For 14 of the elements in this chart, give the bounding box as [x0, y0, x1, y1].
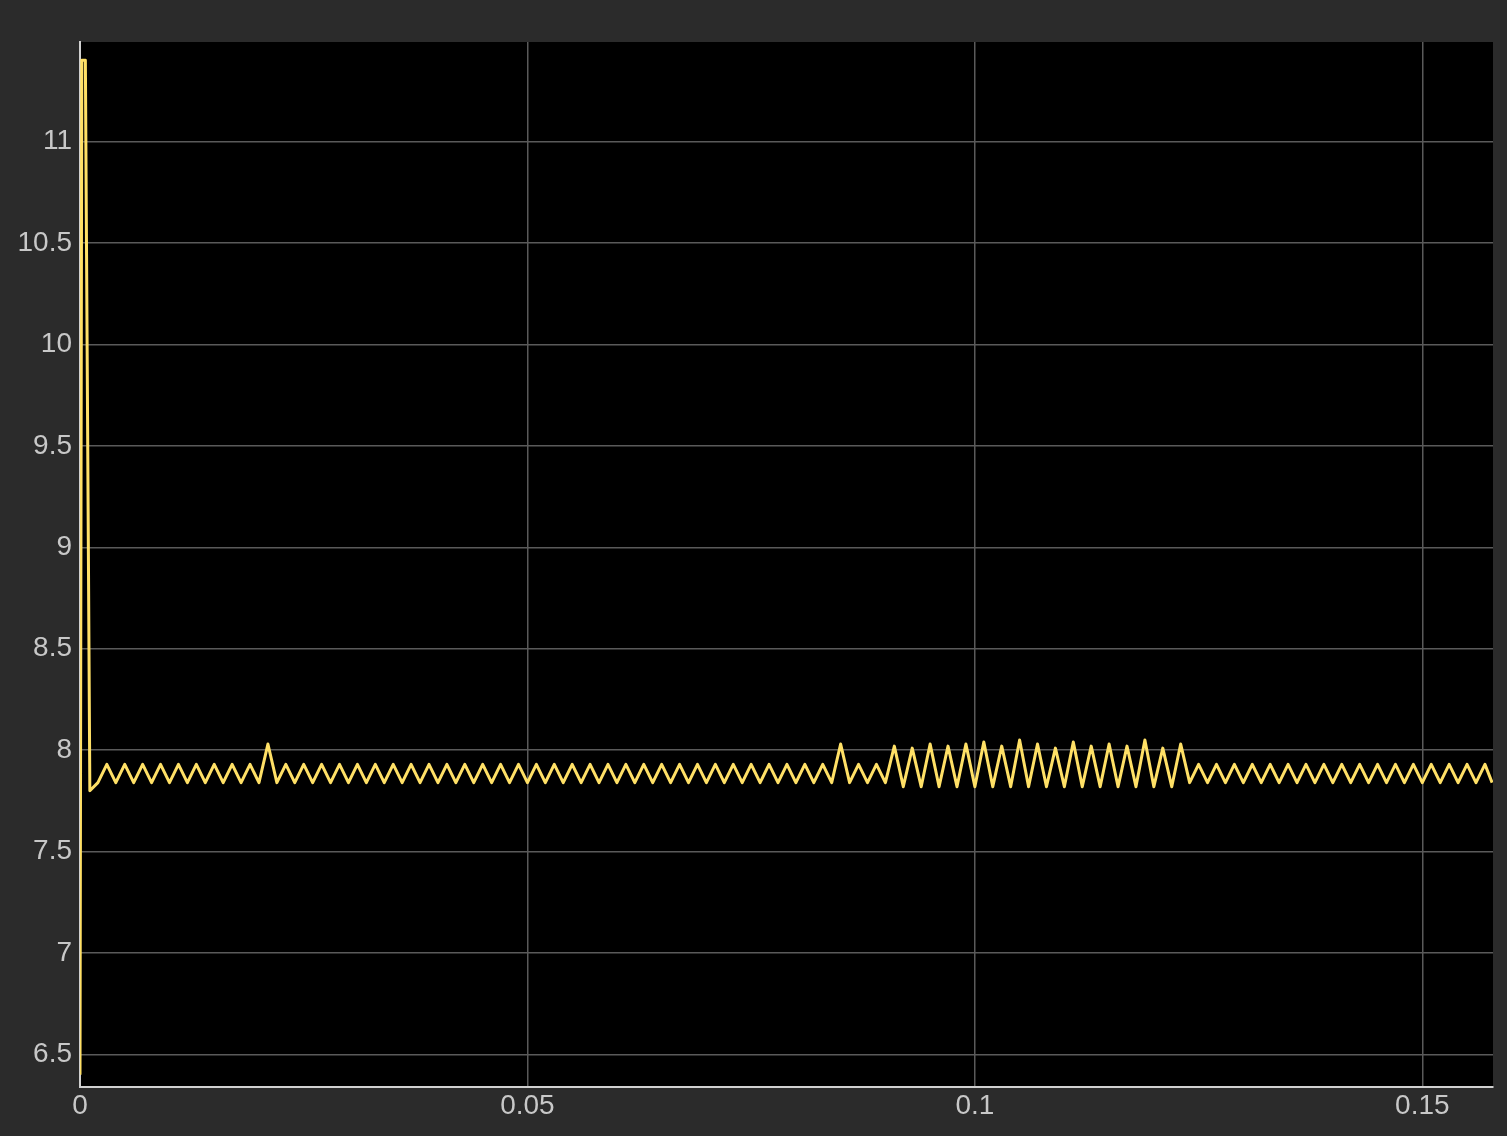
y-tick-label: 11	[42, 124, 72, 156]
x-tick-label: 0.15	[1395, 1088, 1450, 1120]
y-tick-label: 7.5	[33, 834, 72, 866]
x-tick-label: 0.1	[955, 1088, 995, 1120]
y-tick-label: 10	[40, 327, 72, 359]
y-tick-label: 7	[56, 935, 72, 967]
x-tick-label: 0	[72, 1088, 88, 1120]
x-tick-label: 0.05	[500, 1088, 555, 1120]
y-tick-label: 8.5	[33, 631, 72, 663]
y-tick-label: 8	[56, 732, 72, 764]
y-tick-label: 9	[56, 529, 72, 561]
y-tick-label: 10.5	[17, 225, 72, 257]
y-tick-label: 9.5	[33, 428, 72, 460]
y-tick-label: 6.5	[33, 1037, 72, 1069]
